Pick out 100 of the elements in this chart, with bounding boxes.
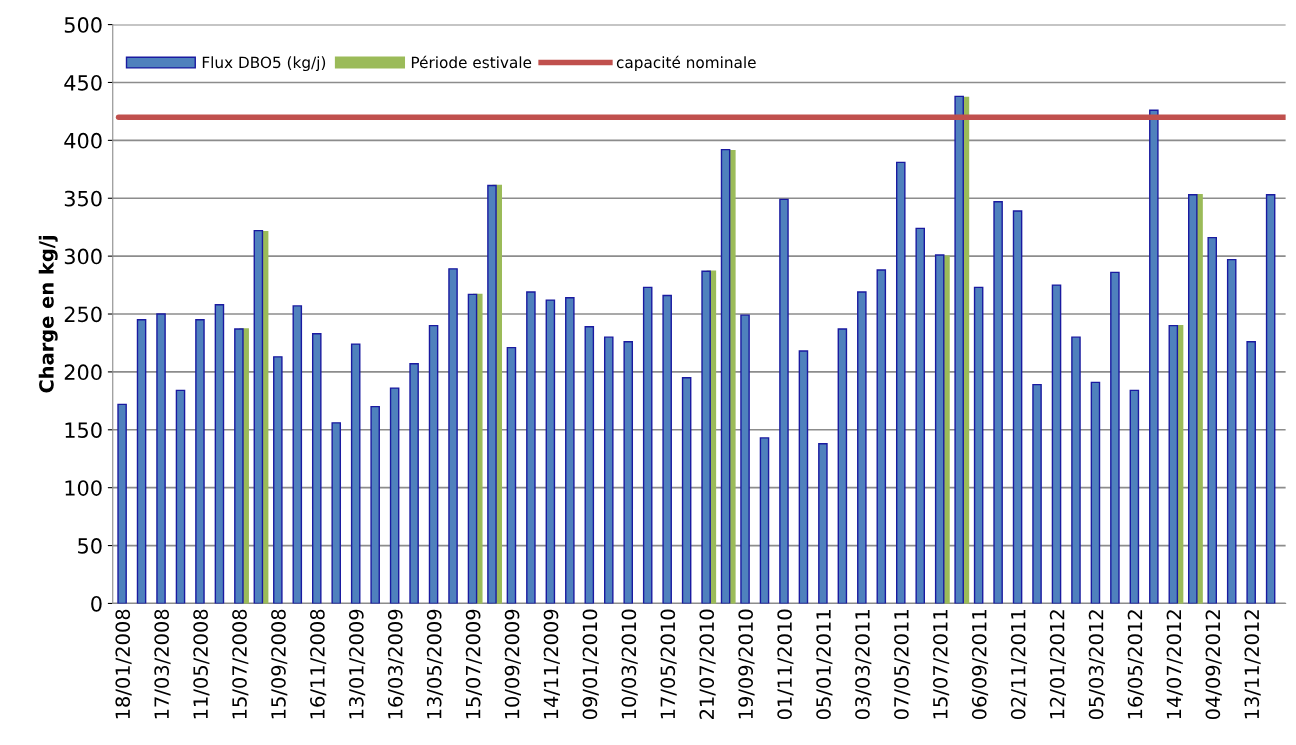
- bar: [214, 304, 225, 604]
- bar: [954, 95, 964, 604]
- y-tick-label: 200: [64, 364, 102, 381]
- x-tick-label: 16/05/2012: [1127, 610, 1144, 719]
- x-tick-label: 13/01/2009: [348, 609, 366, 719]
- legend-label: Flux DBO5 (kg/j): [202, 56, 326, 72]
- bar: [526, 291, 536, 604]
- bar: [779, 198, 789, 604]
- bar: [448, 268, 458, 604]
- bar: [1032, 383, 1042, 604]
- bar: [934, 254, 945, 604]
- bar: [1149, 109, 1159, 604]
- bar: [1246, 341, 1256, 604]
- y-tick-label: 0: [91, 595, 102, 612]
- bar: [467, 293, 478, 604]
- x-tick-label: 14/07/2012: [1166, 610, 1183, 719]
- x-tick-label: 16/11/2008: [310, 609, 327, 719]
- bar: [895, 161, 906, 604]
- bar: [701, 270, 711, 604]
- bar: [487, 184, 497, 604]
- x-tick-label: 15/07/2011: [932, 610, 950, 719]
- legend-label: Période estivale: [411, 55, 532, 69]
- x-tick-label: 13/05/2009: [426, 609, 444, 719]
- bar: [1226, 258, 1237, 604]
- bar: [545, 299, 556, 604]
- bar: [311, 333, 322, 604]
- bar: [818, 442, 828, 604]
- y-tick-label: 450: [64, 74, 102, 91]
- bar: [584, 326, 595, 604]
- bar: [117, 403, 127, 604]
- x-tick-label: 18/01/2008: [115, 609, 132, 719]
- bar: [350, 343, 361, 604]
- x-tick-label: 03/03/2011: [855, 610, 872, 720]
- bar: [642, 286, 653, 604]
- bar: [876, 269, 887, 604]
- bar: [370, 405, 380, 604]
- bar: [292, 305, 303, 604]
- bar: [175, 389, 186, 604]
- y-tick-label: 350: [64, 190, 102, 207]
- bar: [1051, 284, 1062, 604]
- bar: [389, 387, 400, 604]
- bar: [720, 148, 731, 604]
- x-tick-label: 19/09/2010: [738, 609, 755, 719]
- bar: [662, 294, 672, 604]
- bar: [1265, 194, 1276, 604]
- bar: [623, 341, 634, 604]
- x-tick-label: 17/05/2010: [660, 609, 677, 719]
- bar: [1071, 336, 1081, 604]
- x-tick-label: 13/11/2012: [1244, 610, 1261, 719]
- x-tick-label: 15/07/2008: [232, 609, 249, 719]
- y-tick-label: 150: [65, 422, 102, 438]
- bar: [136, 319, 147, 604]
- x-tick-label: 05/01/2011: [816, 610, 833, 720]
- bar: [1207, 236, 1218, 604]
- bar: [1187, 194, 1198, 604]
- bar: [234, 328, 244, 604]
- x-tick-label: 01/11/2010: [777, 609, 794, 720]
- x-tick-label: 04/09/2012: [1205, 610, 1222, 720]
- bar: [1129, 389, 1140, 604]
- bar: [915, 227, 926, 604]
- bar: [409, 363, 419, 604]
- x-tick-label: 10/03/2010: [621, 609, 638, 719]
- bar: [1012, 210, 1023, 604]
- bar: [195, 319, 205, 604]
- bar: [740, 314, 750, 604]
- bar: [1168, 324, 1179, 604]
- x-tick-label: 12/01/2012: [1049, 610, 1067, 719]
- x-tick-label: 09/01/2010: [582, 609, 599, 720]
- x-tick-label: 11/05/2008: [193, 609, 210, 719]
- bar: [798, 350, 809, 604]
- x-tick-label: 05/03/2012: [1088, 610, 1105, 720]
- bar: [1110, 271, 1120, 604]
- bar: [993, 201, 1003, 604]
- bar: [331, 422, 342, 604]
- x-tick-label: 14/11/2009: [543, 609, 560, 719]
- y-tick-label: 250: [64, 306, 102, 323]
- bar: [759, 437, 770, 604]
- x-tick-label: 17/03/2008: [154, 609, 171, 719]
- bar: [973, 286, 984, 604]
- y-tick-label: 100: [65, 480, 102, 496]
- bar: [681, 376, 692, 604]
- x-tick-label: 07/05/2011: [894, 610, 911, 720]
- bar: [506, 346, 517, 604]
- x-tick-label: 10/09/2009: [504, 609, 521, 719]
- x-tick-label: 15/09/2008: [271, 609, 288, 719]
- bar: [273, 356, 283, 604]
- legend-label: capacité nominale: [616, 55, 756, 72]
- bar: [603, 336, 614, 604]
- y-tick-label: 500: [64, 17, 102, 33]
- bar: [857, 291, 867, 604]
- y-tick-label: 50: [78, 538, 102, 554]
- bar: [156, 313, 166, 604]
- y-tick-label: 300: [64, 248, 102, 265]
- x-tick-label: 21/07/2010: [699, 609, 716, 719]
- y-tick-label: 400: [64, 132, 102, 149]
- bar: [837, 328, 848, 604]
- bar: [253, 229, 264, 604]
- bar: [565, 297, 575, 604]
- y-axis-title: Charge en kg/j: [38, 236, 58, 393]
- bar: [1090, 381, 1101, 604]
